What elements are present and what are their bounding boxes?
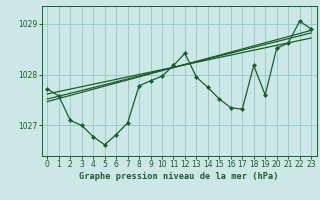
X-axis label: Graphe pression niveau de la mer (hPa): Graphe pression niveau de la mer (hPa) xyxy=(79,172,279,181)
